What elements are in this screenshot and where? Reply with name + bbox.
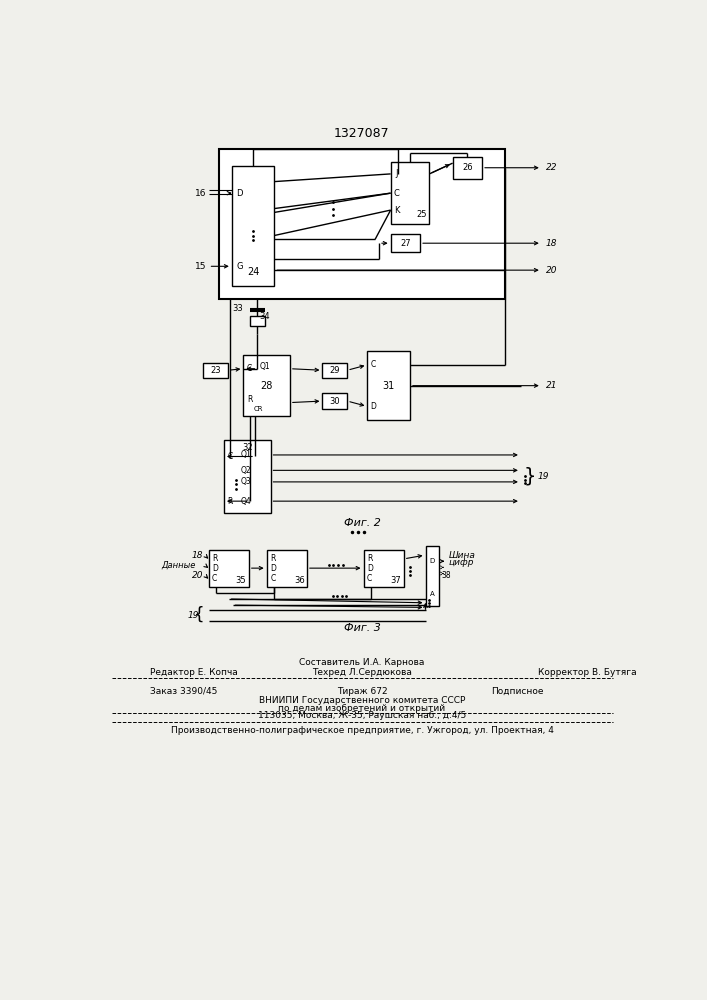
Text: 21: 21 <box>546 381 557 390</box>
Text: J: J <box>396 169 398 178</box>
Text: Q2: Q2 <box>240 466 251 475</box>
Text: {: { <box>194 606 204 624</box>
Bar <box>209 550 249 587</box>
Text: 25: 25 <box>416 210 427 219</box>
Text: R: R <box>212 554 217 563</box>
Text: R: R <box>270 554 276 563</box>
Text: Фиг. 2: Фиг. 2 <box>344 518 380 528</box>
Bar <box>203 363 228 378</box>
Text: Q1: Q1 <box>259 362 270 371</box>
Text: 19: 19 <box>538 472 549 481</box>
Text: 22: 22 <box>546 163 557 172</box>
Text: Составитель И.А. Карнова: Составитель И.А. Карнова <box>299 658 425 667</box>
Bar <box>391 234 420 252</box>
Text: G: G <box>236 262 243 271</box>
Text: Шина: Шина <box>449 551 476 560</box>
Bar <box>218 149 506 299</box>
Text: 29: 29 <box>329 366 340 375</box>
Text: 34: 34 <box>259 312 270 321</box>
Text: Заказ 3390/45: Заказ 3390/45 <box>151 687 218 696</box>
Text: C: C <box>212 574 217 583</box>
Text: 1327087: 1327087 <box>334 127 390 140</box>
Text: 27: 27 <box>400 239 411 248</box>
Bar <box>368 351 410 420</box>
Text: Q4: Q4 <box>240 497 251 506</box>
Text: D: D <box>270 564 276 573</box>
Text: Q3: Q3 <box>240 477 251 486</box>
Bar <box>250 316 265 326</box>
Text: R: R <box>247 395 252 404</box>
Text: 16: 16 <box>194 189 206 198</box>
Text: 31: 31 <box>382 381 395 391</box>
Text: 26: 26 <box>462 163 473 172</box>
Text: цифр: цифр <box>449 558 474 567</box>
Text: 18: 18 <box>192 551 203 560</box>
Text: Фиг. 3: Фиг. 3 <box>344 623 380 633</box>
Text: C: C <box>371 360 376 369</box>
Text: }: } <box>524 467 537 486</box>
Bar <box>391 162 429 224</box>
Text: D: D <box>236 189 243 198</box>
Text: CR: CR <box>254 406 264 412</box>
Text: 30: 30 <box>329 397 340 406</box>
Text: 28: 28 <box>260 381 273 391</box>
Text: 20: 20 <box>546 266 557 275</box>
Text: K: K <box>394 206 399 215</box>
Text: 18: 18 <box>546 239 557 248</box>
Text: 23: 23 <box>210 366 221 375</box>
Text: 35: 35 <box>235 576 246 585</box>
Bar <box>426 546 440 606</box>
Text: D: D <box>370 402 377 411</box>
Bar <box>322 363 347 378</box>
Text: Техред Л.Сердюкова: Техред Л.Сердюкова <box>312 668 412 677</box>
Text: D: D <box>212 564 218 573</box>
Bar <box>363 550 404 587</box>
Text: 20: 20 <box>192 571 203 580</box>
Text: 38: 38 <box>441 571 450 580</box>
Text: 19: 19 <box>187 611 199 620</box>
Text: Подписное: Подписное <box>491 687 544 696</box>
Text: по делам изобретений и открытий: по делам изобретений и открытий <box>279 704 445 713</box>
Text: D: D <box>430 558 435 564</box>
Text: 36: 36 <box>294 576 305 585</box>
Text: C: C <box>228 452 233 461</box>
Text: Тираж 672: Тираж 672 <box>337 687 387 696</box>
Text: C: C <box>270 574 276 583</box>
Bar <box>232 166 274 286</box>
Bar <box>322 393 347 409</box>
Text: 24: 24 <box>247 267 259 277</box>
Text: 33: 33 <box>233 304 243 313</box>
Text: Корректор В. Бутяга: Корректор В. Бутяга <box>538 668 636 677</box>
Text: R: R <box>367 554 373 563</box>
Text: C: C <box>394 189 399 198</box>
Text: Q1: Q1 <box>240 450 251 459</box>
Bar <box>224 440 271 513</box>
Text: C: C <box>247 364 252 373</box>
Text: Редактор Е. Копча: Редактор Е. Копча <box>151 668 238 677</box>
Text: Производственно-полиграфическое предприятие, г. Ужгород, ул. Проектная, 4: Производственно-полиграфическое предприя… <box>170 726 554 735</box>
Bar <box>267 550 307 587</box>
Text: 32: 32 <box>242 443 252 452</box>
Text: ВНИИПИ Государственного комитета СССР: ВНИИПИ Государственного комитета СССР <box>259 696 465 705</box>
Text: Данные: Данные <box>161 561 195 570</box>
Text: 113035, Москва, Ж-35, Раушская наб., д.4/5: 113035, Москва, Ж-35, Раушская наб., д.4… <box>258 711 466 720</box>
Bar <box>243 355 290 416</box>
Text: R: R <box>228 497 233 506</box>
Text: 37: 37 <box>391 576 402 585</box>
Text: 15: 15 <box>194 262 206 271</box>
Text: C: C <box>367 574 373 583</box>
Bar <box>452 157 482 179</box>
Text: D: D <box>367 564 373 573</box>
Text: A: A <box>430 591 435 597</box>
